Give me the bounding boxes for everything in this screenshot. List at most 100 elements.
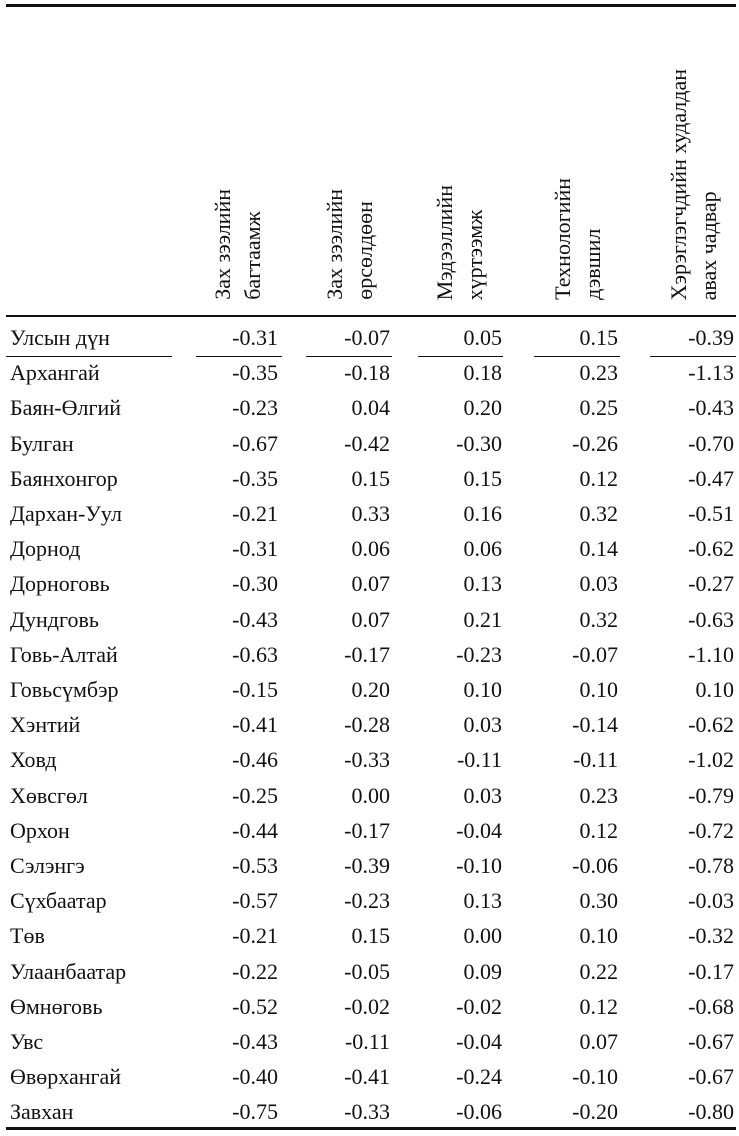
- value-cell: 0.05: [463, 325, 503, 350]
- table-row: Дундговь -0.43 0.07 0.21 0.32 -0.63: [6, 603, 736, 638]
- region-name: Сэлэнгэ: [10, 853, 85, 878]
- value-cell: -0.15: [232, 677, 278, 702]
- column-header-3: Мэдээллийн хүртээмж: [430, 6, 490, 314]
- value-cell: 0.30: [579, 888, 619, 913]
- value-cell: 0.04: [351, 395, 391, 420]
- value-cell: 0.06: [351, 536, 391, 561]
- table-row: Говьсүмбэр -0.15 0.20 0.10 0.10 0.10: [6, 673, 736, 708]
- value-cell: -0.35: [232, 360, 278, 385]
- value-cell: 0.12: [579, 818, 619, 843]
- value-cell: -0.23: [232, 395, 278, 420]
- column-header-text: Хэрэглэгчдийн худалдан авах чадвар: [664, 69, 724, 300]
- value-cell: 0.15: [351, 466, 391, 491]
- table-row: Өмнөговь -0.52 -0.02 -0.02 0.12 -0.68: [6, 990, 736, 1025]
- value-cell: -1.13: [688, 360, 734, 385]
- value-cell: 0.00: [351, 783, 391, 808]
- value-cell: -0.40: [232, 1064, 278, 1089]
- region-name: Завхан: [10, 1099, 74, 1124]
- value-cell: -1.10: [688, 642, 734, 667]
- column-header-text: Мэдээллийн хүртээмж: [430, 185, 490, 300]
- total-row: Улсын дүн -0.31 -0.07 0.05 0.15 -0.39: [6, 321, 736, 357]
- total-value-underline: [306, 356, 392, 357]
- value-cell: 0.13: [463, 571, 503, 596]
- value-cell: -0.75: [232, 1099, 278, 1124]
- table-row: Говь-Алтай -0.63 -0.17 -0.23 -0.07 -1.10: [6, 638, 736, 673]
- value-cell: -0.24: [456, 1064, 502, 1089]
- value-cell: 0.23: [579, 783, 619, 808]
- table-row: Улаанбаатар -0.22 -0.05 0.09 0.22 -0.17: [6, 955, 736, 990]
- region-name: Увс: [10, 1029, 44, 1054]
- value-cell: -0.68: [688, 994, 734, 1019]
- value-cell: -0.02: [456, 994, 502, 1019]
- column-header-text: Технологийн дэвшил: [548, 178, 608, 300]
- value-cell: -0.06: [456, 1099, 502, 1124]
- value-cell: -0.35: [232, 466, 278, 491]
- value-cell: 0.07: [579, 1029, 619, 1054]
- table-row: Дорнод -0.31 0.06 0.06 0.14 -0.62: [6, 532, 736, 567]
- region-name: Говьсүмбэр: [10, 677, 119, 702]
- value-cell: -0.33: [344, 1099, 390, 1124]
- column-header-line1: Зах зээлийн: [322, 189, 347, 300]
- region-name: Улаанбаатар: [10, 959, 127, 984]
- total-value-underline: [418, 356, 503, 357]
- value-cell: -0.41: [344, 1064, 390, 1089]
- table-row: Орхон -0.44 -0.17 -0.04 0.12 -0.72: [6, 814, 736, 849]
- value-cell: 0.07: [351, 571, 391, 596]
- value-cell: 0.21: [463, 607, 503, 632]
- value-cell: -0.02: [344, 994, 390, 1019]
- value-cell: 0.12: [579, 994, 619, 1019]
- value-cell: -0.04: [456, 818, 502, 843]
- value-cell: 0.23: [579, 360, 619, 385]
- total-value-underline: [196, 356, 282, 357]
- table-row: Завхан -0.75 -0.33 -0.06 -0.20 -0.80: [6, 1095, 736, 1130]
- region-name: Дорнод: [10, 536, 81, 561]
- value-cell: 0.07: [351, 607, 391, 632]
- value-cell: 0.10: [695, 677, 735, 702]
- value-cell: -0.14: [572, 712, 618, 737]
- region-name: Дорноговь: [10, 571, 110, 596]
- value-cell: 0.15: [463, 466, 503, 491]
- value-cell: -0.63: [688, 607, 734, 632]
- value-cell: -0.06: [572, 853, 618, 878]
- table-row: Дархан-Уул -0.21 0.33 0.16 0.32 -0.51: [6, 497, 736, 532]
- value-cell: 0.22: [579, 959, 619, 984]
- value-cell: -0.10: [572, 1064, 618, 1089]
- value-cell: -0.47: [688, 466, 734, 491]
- region-name: Төв: [10, 923, 45, 948]
- value-cell: -0.53: [232, 853, 278, 878]
- value-cell: -0.80: [688, 1099, 734, 1124]
- value-cell: -0.32: [688, 923, 734, 948]
- value-cell: -0.51: [688, 501, 734, 526]
- value-cell: -0.44: [232, 818, 278, 843]
- value-cell: 0.14: [579, 536, 619, 561]
- region-name: Баян-Өлгий: [10, 395, 122, 420]
- total-value-underline: [650, 356, 736, 357]
- column-header-text: Зах зээлийн багтаамж: [208, 189, 268, 300]
- value-cell: -0.31: [232, 536, 278, 561]
- value-cell: -0.27: [688, 571, 734, 596]
- region-name: Хэнтий: [10, 712, 81, 737]
- value-cell: -0.26: [572, 431, 618, 456]
- region-name: Говь-Алтай: [10, 642, 118, 667]
- table-row: Баян-Өлгий -0.23 0.04 0.20 0.25 -0.43: [6, 391, 736, 426]
- bottom-rule: [6, 1127, 736, 1130]
- region-name: Дархан-Уул: [10, 501, 122, 526]
- value-cell: -0.70: [688, 431, 734, 456]
- value-cell: -0.30: [232, 571, 278, 596]
- region-name: Ховд: [10, 747, 57, 772]
- value-cell: 0.32: [579, 607, 619, 632]
- value-cell: -0.43: [688, 395, 734, 420]
- value-cell: -0.43: [232, 607, 278, 632]
- value-cell: -0.22: [232, 959, 278, 984]
- table-row: Сэлэнгэ -0.53 -0.39 -0.10 -0.06 -0.78: [6, 849, 736, 884]
- value-cell: -0.17: [688, 959, 734, 984]
- value-cell: -0.20: [572, 1099, 618, 1124]
- value-cell: -0.67: [688, 1029, 734, 1054]
- top-rule: [6, 4, 736, 7]
- column-header-line2: дэвшил: [580, 228, 605, 300]
- value-cell: -0.63: [232, 642, 278, 667]
- table-row: Төв -0.21 0.15 0.00 0.10 -0.32: [6, 919, 736, 954]
- value-cell: -0.23: [456, 642, 502, 667]
- value-cell: -0.07: [344, 325, 390, 350]
- column-header-line2: өрсөлдөөн: [352, 201, 377, 300]
